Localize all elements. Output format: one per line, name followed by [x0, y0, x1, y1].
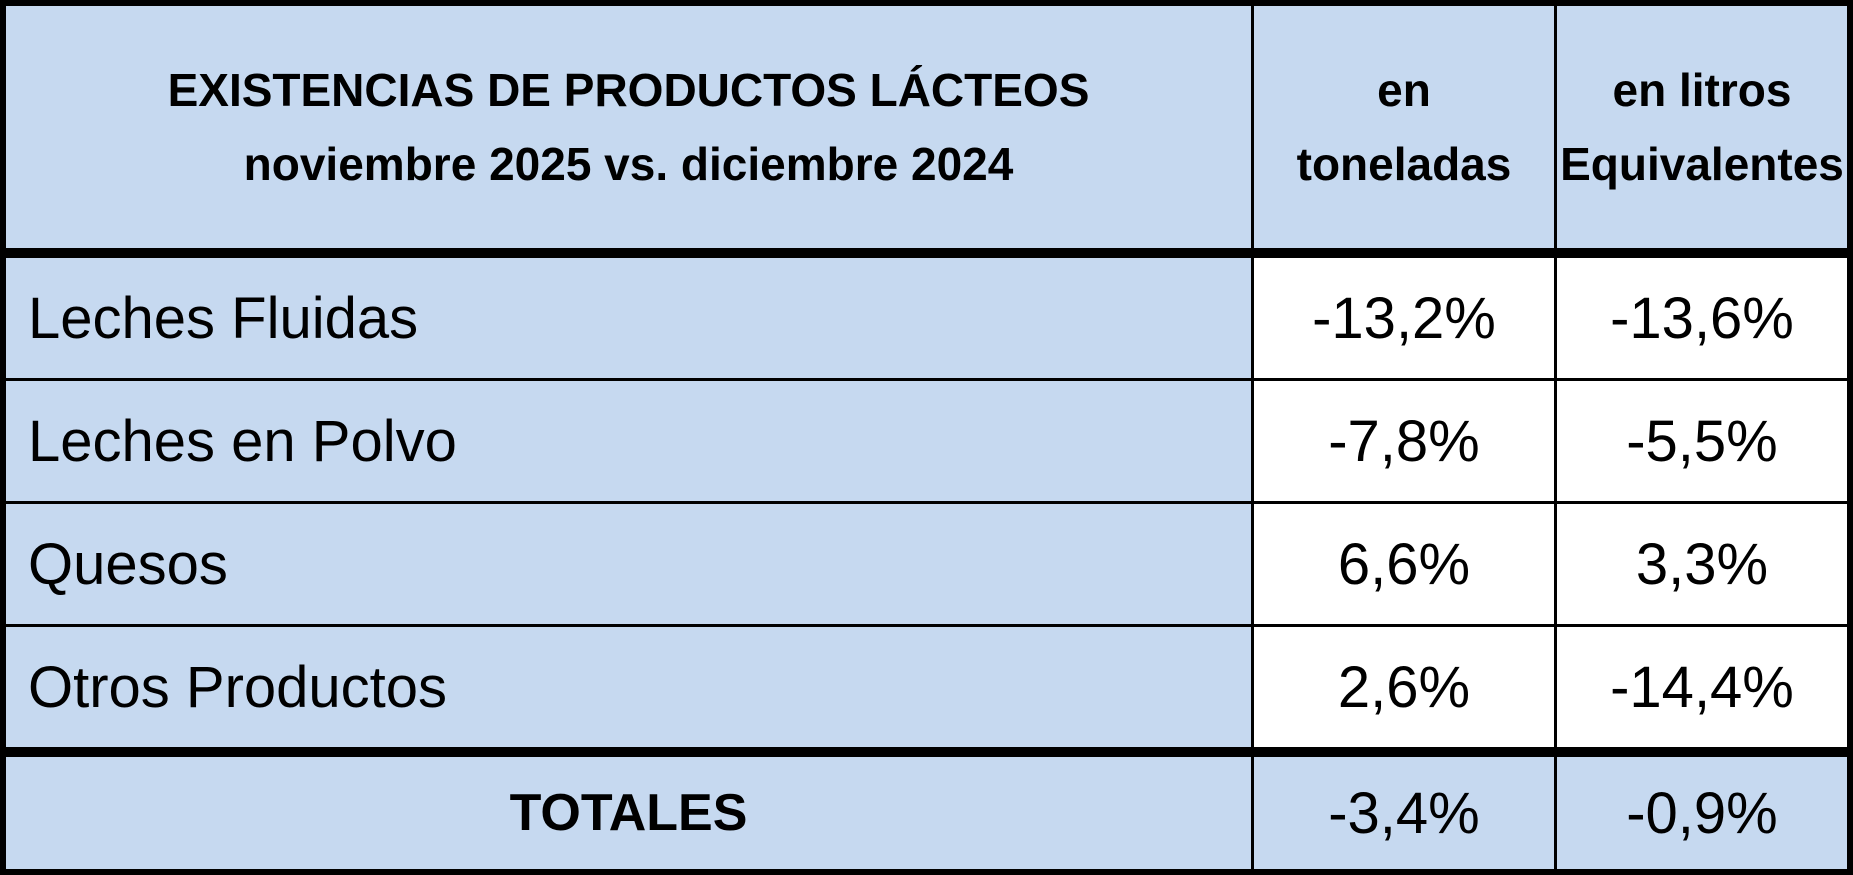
column-header-toneladas-line2: toneladas — [1296, 138, 1512, 190]
litros-value-cell: -13,6% — [1557, 258, 1847, 378]
column-header-litros-line2: Equivalentes — [1560, 138, 1844, 190]
litros-value-cell: -5,5% — [1557, 381, 1847, 501]
totals-label-cell: TOTALES — [6, 757, 1254, 869]
table-row: Leches en Polvo -7,8% -5,5% — [6, 381, 1847, 504]
table-title-cell: EXISTENCIAS DE PRODUCTOS LÁCTEOS noviemb… — [6, 6, 1254, 248]
totals-toneladas-cell: -3,4% — [1254, 757, 1557, 869]
totals-litros-cell: -0,9% — [1557, 757, 1847, 869]
toneladas-value-cell: -13,2% — [1254, 258, 1557, 378]
toneladas-value-cell: 2,6% — [1254, 627, 1557, 747]
litros-value-cell: 3,3% — [1557, 504, 1847, 624]
table-title-line2: noviembre 2025 vs. diciembre 2024 — [243, 138, 1014, 190]
table-header-row: EXISTENCIAS DE PRODUCTOS LÁCTEOS noviemb… — [6, 6, 1847, 258]
column-header-litros-line1: en litros — [1612, 64, 1792, 116]
table-title-line1: EXISTENCIAS DE PRODUCTOS LÁCTEOS — [167, 64, 1090, 116]
column-header-toneladas: en toneladas — [1254, 6, 1557, 248]
row-label-cell: Quesos — [6, 504, 1254, 624]
row-label-cell: Otros Productos — [6, 627, 1254, 747]
table-row: Otros Productos 2,6% -14,4% — [6, 627, 1847, 757]
column-header-litros: en litros Equivalentes — [1557, 6, 1847, 248]
totals-row: TOTALES -3,4% -0,9% — [6, 757, 1847, 869]
row-label-cell: Leches Fluidas — [6, 258, 1254, 378]
row-label-cell: Leches en Polvo — [6, 381, 1254, 501]
column-header-toneladas-line1: en — [1377, 64, 1431, 116]
litros-value-cell: -14,4% — [1557, 627, 1847, 747]
toneladas-value-cell: 6,6% — [1254, 504, 1557, 624]
table-row: Leches Fluidas -13,2% -13,6% — [6, 258, 1847, 381]
table-row: Quesos 6,6% 3,3% — [6, 504, 1847, 627]
toneladas-value-cell: -7,8% — [1254, 381, 1557, 501]
